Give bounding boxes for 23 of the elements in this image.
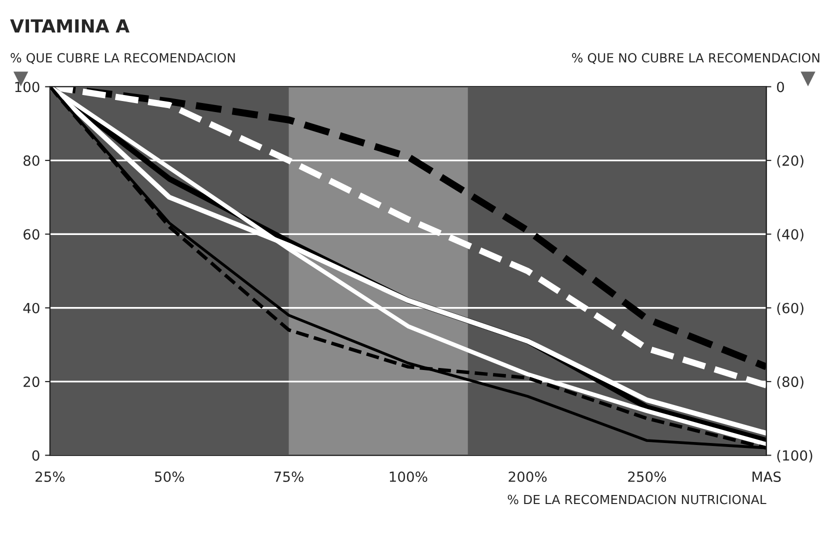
x-axis-title: % DE LA RECOMENDACION NUTRICIONAL [508, 494, 766, 504]
y-axis-title: % QUE CUBRE LA RECOMENDACION [10, 53, 235, 64]
y-tick-label: 0 [32, 450, 40, 461]
x-tick-label: MAS [752, 471, 781, 482]
y2-axis-title: % QUE NO CUBRE LA RECOMENDACION [572, 53, 820, 64]
y-tick-label: 100 [15, 82, 40, 92]
y2-tick-label: 0 [777, 82, 784, 92]
y-tick-label: 80 [24, 155, 40, 166]
x-tick-label: 50% [155, 471, 184, 482]
y2-tick-label: (80) [777, 376, 804, 389]
y-tick-label: 20 [24, 376, 40, 388]
x-tick-label: 200% [508, 471, 547, 482]
x-tick-label: 100% [390, 471, 428, 482]
y2-tick-label: (20) [777, 155, 804, 168]
y-tick-label: 60 [24, 229, 40, 240]
x-tick-label: 25% [36, 471, 65, 482]
y2-tick-label: (100) [777, 450, 812, 462]
x-tick-label: 75% [274, 471, 304, 482]
y2-tick-label: (40) [777, 228, 804, 242]
x-tick-label: 250% [628, 471, 666, 482]
y2-tick-label: (60) [777, 302, 804, 315]
y-tick-label: 40 [23, 302, 40, 314]
chart-title: VITAMINA A [10, 19, 130, 33]
